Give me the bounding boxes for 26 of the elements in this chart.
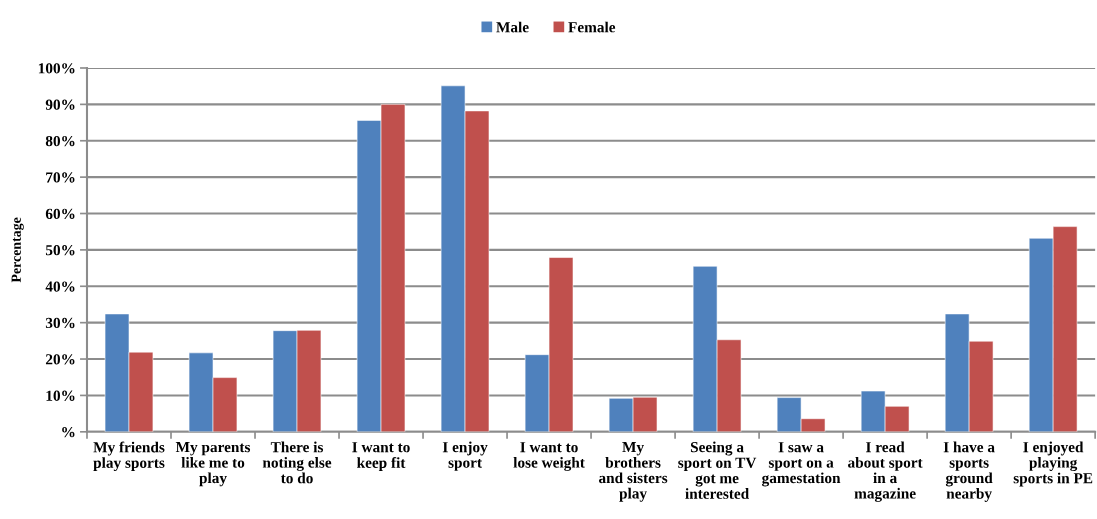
y-tick-label: 100% — [38, 63, 75, 74]
x-tick-label: I read about sport in a magazine — [848, 441, 923, 502]
y-tick-label: 70% — [46, 172, 75, 183]
y-tick-label: 80% — [45, 135, 75, 147]
x-tick-label: My friends play sports — [93, 441, 165, 472]
y-tick-label: % — [62, 426, 75, 438]
x-tick-label: My parents like me to play — [175, 442, 251, 487]
y-tick-label: 50% — [45, 245, 75, 256]
x-tick-label: There is noting else to do — [262, 441, 332, 484]
y-tick-label: 90% — [45, 99, 75, 110]
y-tick-label: 10% — [46, 390, 75, 401]
y-tick-label: 30% — [45, 317, 75, 329]
y-tick-label: 20% — [45, 354, 75, 365]
x-tick-label: I want to keep fit — [352, 442, 410, 472]
y-tick-label: 40% — [45, 281, 75, 292]
legend-label: Male — [496, 21, 529, 33]
x-tick-label: Seeing a sport on TV got me interested — [678, 441, 757, 499]
legend-label: Female — [568, 21, 616, 33]
x-tick-label: My brothers and sisters play — [598, 442, 668, 502]
x-tick-label: I saw a sport on a gamestation — [762, 442, 841, 487]
y-axis-title: Percentage — [11, 217, 24, 283]
x-tick-label: I want to lose weight — [513, 442, 585, 471]
x-tick-label: I enjoyed playing sports in PE — [1013, 441, 1093, 487]
x-tick-label: I have a sports ground nearby — [943, 441, 995, 502]
y-tick-label: 60% — [45, 208, 75, 220]
x-tick-label: I enjoy sport — [442, 441, 488, 471]
